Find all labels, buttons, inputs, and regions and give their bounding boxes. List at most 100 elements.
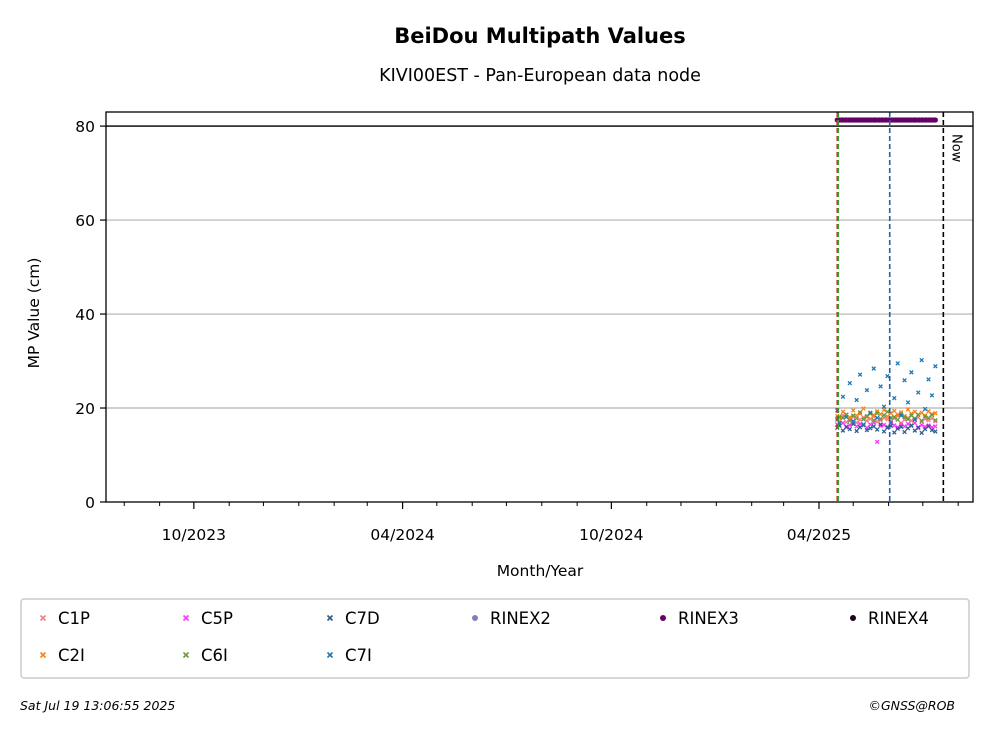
data-point-c1p — [850, 414, 856, 420]
data-point-c1p — [905, 415, 911, 421]
data-point-c7i — [885, 373, 890, 379]
data-point-mark — [919, 418, 924, 423]
data-point-c5p — [892, 423, 897, 428]
data-point-mark — [847, 426, 853, 432]
data-point-c6i — [840, 415, 846, 421]
data-point-c2i — [885, 414, 890, 419]
data-point-c7d — [912, 428, 918, 433]
data-point-c1p — [878, 417, 883, 423]
data-point-mark — [854, 428, 859, 434]
y-axis-label: MP Value (cm) — [25, 258, 43, 369]
data-point-c2i — [922, 413, 928, 418]
data-point-c6i — [885, 409, 890, 415]
data-point-mark — [878, 384, 883, 389]
data-point-c7i — [919, 357, 924, 363]
data-point-mark — [892, 414, 897, 420]
data-point-mark — [933, 417, 938, 423]
data-point-mark — [926, 424, 931, 429]
data-point-c7i — [892, 395, 897, 401]
data-point-mark — [878, 422, 883, 427]
legend-entry: C7D — [326, 609, 380, 628]
data-point-mark — [888, 410, 894, 416]
data-point-mark — [874, 415, 880, 421]
data-point-mark — [850, 414, 856, 420]
data-point-mark — [915, 425, 921, 431]
data-point-mark — [912, 417, 918, 423]
data-point-c6i — [857, 409, 863, 415]
data-point-mark — [844, 419, 849, 425]
data-point-mark — [898, 424, 904, 430]
data-point-c5p — [885, 424, 890, 430]
data-point-c1p — [892, 416, 897, 421]
data-point-mark — [902, 378, 907, 383]
data-point-c2i — [933, 410, 938, 416]
data-point-mark — [926, 377, 931, 382]
data-point-mark — [922, 414, 928, 419]
data-point-c7d — [878, 422, 883, 427]
data-point-mark — [926, 409, 931, 414]
data-point-c2i — [871, 412, 877, 418]
data-point-c7d — [898, 424, 904, 430]
x-axis-label: Month/Year — [497, 562, 584, 580]
data-point-c5p — [878, 423, 883, 429]
data-point-mark — [861, 422, 866, 427]
data-point-mark — [864, 427, 870, 433]
data-point-mark — [857, 411, 863, 416]
legend-marker — [39, 651, 47, 659]
data-point-c7i — [898, 413, 904, 418]
data-point-c5p — [926, 423, 931, 428]
data-point-mark — [905, 407, 911, 412]
data-point-c2i — [878, 411, 883, 417]
data-point-mark — [874, 410, 880, 416]
data-point-mark — [919, 430, 924, 436]
data-point-mark — [850, 408, 856, 413]
data-point-c5p — [919, 422, 924, 428]
data-point-c7i — [878, 384, 883, 389]
data-point-mark — [929, 393, 935, 398]
data-point-c2i — [892, 408, 897, 414]
data-point-mark — [895, 361, 900, 366]
data-point-mark — [912, 416, 918, 421]
data-point-c7i — [888, 420, 894, 425]
data-point-c6i — [915, 412, 921, 417]
data-point-mark — [915, 390, 921, 395]
data-point-c7i — [857, 372, 863, 377]
data-point-mark — [898, 411, 904, 417]
data-point-mark — [926, 415, 931, 421]
data-point-c6i — [847, 418, 853, 423]
data-point-mark — [840, 420, 846, 426]
data-point-mark — [898, 413, 904, 418]
data-point-c1p — [868, 416, 873, 422]
y-tick-label: 20 — [75, 400, 95, 418]
data-point-c6i — [922, 414, 928, 419]
data-point-c7i — [864, 387, 870, 393]
data-point-mark — [854, 416, 859, 421]
data-point-c7d — [915, 425, 921, 430]
legend-entry: C7I — [326, 646, 372, 665]
data-point-c7d — [868, 425, 873, 431]
legend-label: RINEX4 — [868, 609, 929, 628]
data-point-mark — [850, 418, 856, 424]
data-point-mark — [857, 409, 863, 415]
data-point-c1p — [898, 420, 904, 426]
data-point-mark — [919, 357, 924, 363]
legend-entry: C5P — [182, 609, 233, 628]
data-point-c7d — [874, 427, 880, 432]
legend-marker — [660, 615, 666, 621]
data-point-c5p — [905, 421, 911, 427]
data-point-c6i — [929, 412, 935, 418]
data-point-c5p — [854, 424, 859, 429]
data-point-rinex3 — [932, 117, 938, 123]
legend-label: RINEX2 — [490, 609, 551, 628]
data-point-mark — [840, 428, 846, 433]
data-point-c6i — [933, 417, 938, 423]
plot-frame — [105, 111, 974, 503]
data-point-mark — [919, 422, 924, 428]
legend-marker — [472, 615, 478, 621]
data-point-c7d — [919, 430, 924, 436]
data-point-mark — [878, 416, 883, 422]
data-point-mark — [868, 410, 873, 415]
data-point-mark — [840, 409, 846, 415]
data-point-mark — [933, 410, 938, 416]
footer-timestamp: Sat Jul 19 13:06:55 2025 — [20, 698, 175, 713]
